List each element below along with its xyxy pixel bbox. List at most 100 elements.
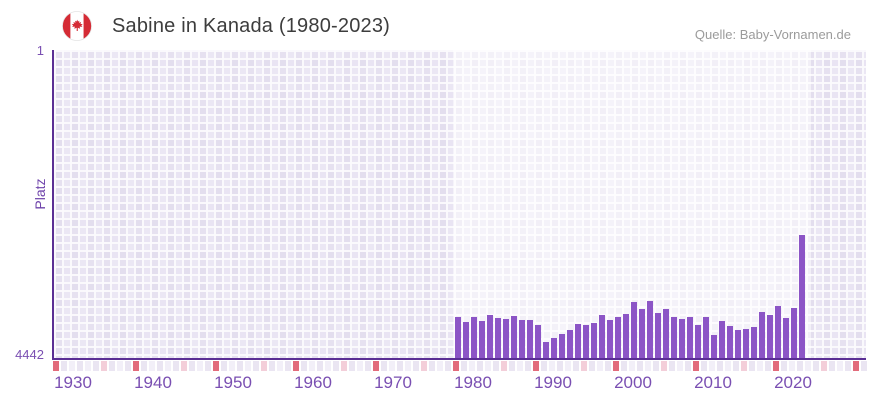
bar-1985[interactable] (495, 318, 501, 358)
strip-cell (157, 361, 163, 371)
bar-2011[interactable] (703, 317, 709, 358)
strip-cell (189, 361, 195, 371)
strip-cell-decade (773, 361, 779, 371)
bar-2014[interactable] (727, 326, 733, 358)
strip-cell (637, 361, 643, 371)
strip-cell (317, 361, 323, 371)
strip-cell-decade (373, 361, 379, 371)
bar-1999[interactable] (607, 320, 613, 358)
strip-cell (789, 361, 795, 371)
strip-cell (77, 361, 83, 371)
strip-cell (493, 361, 499, 371)
bar-2002[interactable] (631, 302, 637, 358)
bar-2007[interactable] (671, 317, 677, 358)
strip-cell (653, 361, 659, 371)
bar-2023[interactable] (799, 235, 805, 358)
bar-2021[interactable] (783, 318, 789, 358)
strip-cell (309, 361, 315, 371)
bar-1991[interactable] (543, 342, 549, 358)
bar-1980[interactable] (455, 317, 461, 358)
strip-cell (573, 361, 579, 371)
bar-2017[interactable] (751, 327, 757, 358)
strip-cell (557, 361, 563, 371)
bar-2006[interactable] (663, 309, 669, 358)
bar-2010[interactable] (695, 325, 701, 358)
bar-1984[interactable] (487, 315, 493, 358)
strip-cell (797, 361, 803, 371)
bar-1983[interactable] (479, 321, 485, 358)
bar-2022[interactable] (791, 308, 797, 358)
bar-2001[interactable] (623, 314, 629, 358)
bar-2015[interactable] (735, 330, 741, 358)
bar-2008[interactable] (679, 319, 685, 358)
strip-cell (109, 361, 115, 371)
bar-2000[interactable] (615, 317, 621, 358)
x-tick-label-1980: 1980 (454, 373, 492, 392)
strip-cell (725, 361, 731, 371)
strip-cell (429, 361, 435, 371)
x-tick-label-1990: 1990 (534, 373, 572, 392)
bar-1981[interactable] (463, 322, 469, 358)
strip-cell (365, 361, 371, 371)
bar-1995[interactable] (575, 324, 581, 358)
strip-cell (829, 361, 835, 371)
bar-2016[interactable] (743, 329, 749, 358)
bar-2018[interactable] (759, 312, 765, 358)
strip-cell (765, 361, 771, 371)
bar-2003[interactable] (639, 309, 645, 358)
bar-1993[interactable] (559, 334, 565, 358)
strip-cell (677, 361, 683, 371)
strip-cell-decade (133, 361, 139, 371)
strip-cell-mid-decade (261, 361, 267, 371)
page-title: Sabine in Kanada (1980-2023) (112, 15, 391, 37)
bar-1988[interactable] (519, 320, 525, 358)
strip-cell (629, 361, 635, 371)
bar-2019[interactable] (767, 315, 773, 358)
strip-cell (525, 361, 531, 371)
bar-2013[interactable] (719, 321, 725, 358)
bar-1992[interactable] (551, 338, 557, 358)
bar-1997[interactable] (591, 323, 597, 358)
bar-1998[interactable] (599, 315, 605, 358)
strip-cell (149, 361, 155, 371)
bar-1996[interactable] (583, 325, 589, 358)
strip-cell (333, 361, 339, 371)
strip-cell (125, 361, 131, 371)
strip-cell (173, 361, 179, 371)
bar-1986[interactable] (503, 319, 509, 358)
strip-cell-mid-decade (741, 361, 747, 371)
strip-cell (517, 361, 523, 371)
bar-1994[interactable] (567, 330, 573, 358)
strip-cell (85, 361, 91, 371)
bar-2012[interactable] (711, 335, 717, 358)
strip-cell-decade (213, 361, 219, 371)
strip-cell (845, 361, 851, 371)
strip-cell (117, 361, 123, 371)
strip-cell (605, 361, 611, 371)
x-tick-label-1930: 1930 (54, 373, 92, 392)
strip-cell (269, 361, 275, 371)
canada-flag-icon (62, 11, 92, 41)
bar-1982[interactable] (471, 317, 477, 358)
x-axis-ticks: 1930 1940 1950 1960 1970 1980 1990 2000 2010 2020 (52, 373, 866, 395)
bar-2020[interactable] (775, 306, 781, 358)
strip-cell (733, 361, 739, 371)
bar-1990[interactable] (535, 325, 541, 358)
strip-cell (597, 361, 603, 371)
strip-cell (701, 361, 707, 371)
strip-cell (645, 361, 651, 371)
strip-cell (389, 361, 395, 371)
bar-1989[interactable] (527, 320, 533, 358)
x-tick-label-1940: 1940 (134, 373, 172, 392)
strip-cell (405, 361, 411, 371)
strip-cell (461, 361, 467, 371)
bar-1987[interactable] (511, 316, 517, 358)
bar-2009[interactable] (687, 317, 693, 358)
strip-cell (437, 361, 443, 371)
strip-cell (565, 361, 571, 371)
source-attribution: Quelle: Baby-Vornamen.de (694, 27, 851, 42)
bar-2005[interactable] (655, 313, 661, 358)
bar-2004[interactable] (647, 301, 653, 358)
y-axis-tick-bottom: 4442 (15, 347, 44, 362)
